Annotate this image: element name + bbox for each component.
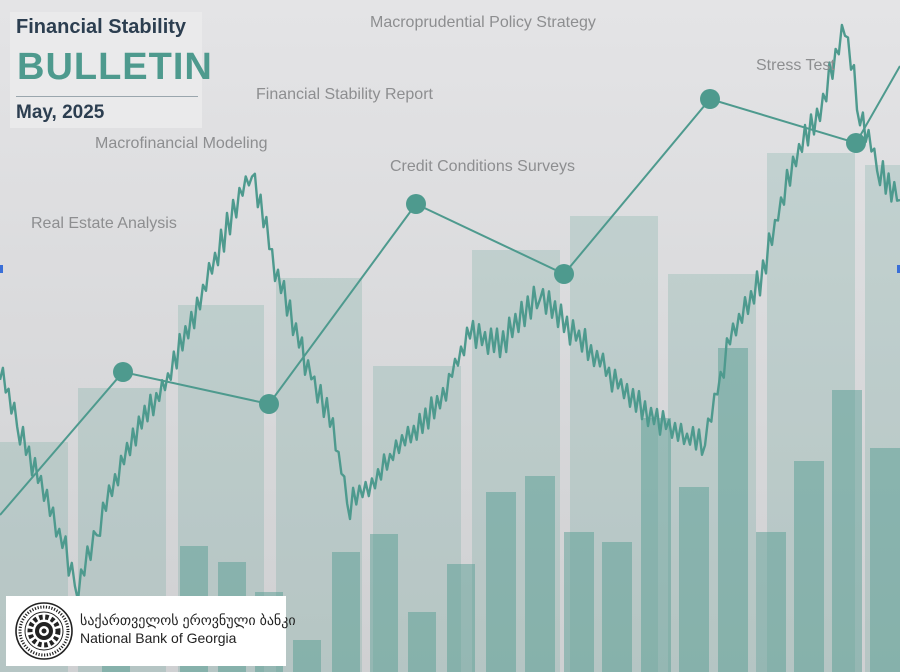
foreground-bar-10 — [525, 476, 555, 672]
foreground-bar-11 — [564, 532, 594, 672]
topic-macroprudential: Macroprudential Policy Strategy — [370, 14, 596, 31]
gear-seal-icon — [15, 602, 73, 660]
foreground-bar-5 — [332, 552, 360, 672]
background-bars — [0, 153, 900, 672]
foreground-bar-14 — [679, 487, 709, 672]
trend-line — [0, 65, 900, 516]
topic-real-estate: Real Estate Analysis — [31, 215, 177, 232]
background-bar-7 — [668, 274, 756, 672]
trend-node-5 — [846, 133, 866, 153]
foreground-bar-6 — [370, 534, 398, 672]
background-bar-4 — [373, 366, 461, 672]
publisher-name-georgian: საქართველოს ეროვნული ბანკი — [80, 612, 296, 628]
teal-wave-line — [0, 23, 900, 602]
foreground-bar-18 — [832, 390, 862, 672]
topic-stress-test: Stress Test — [756, 57, 835, 74]
publisher-name-english: National Bank of Georgia — [80, 630, 237, 646]
background-bar-9 — [865, 165, 900, 672]
foreground-bar-4 — [293, 640, 321, 672]
background-bar-6 — [570, 216, 658, 672]
foreground-bar-19 — [870, 448, 900, 672]
issue-date: May, 2025 — [16, 102, 105, 123]
title-block: Financial Stability BULLETIN May, 2025 — [10, 12, 212, 128]
foreground-bar-7 — [408, 612, 436, 672]
background-bar-3 — [276, 278, 362, 672]
title-divider — [16, 96, 198, 97]
trend-node-0 — [113, 362, 133, 382]
title-line-2: BULLETIN — [17, 46, 213, 88]
topic-credit-surveys: Credit Conditions Surveys — [390, 158, 575, 175]
trend-node-2 — [406, 194, 426, 214]
right-edge-marker — [897, 265, 900, 273]
topic-fs-report: Financial Stability Report — [256, 86, 433, 103]
background-bar-8 — [767, 153, 855, 672]
left-edge-marker — [0, 265, 3, 273]
trend-node-3 — [554, 264, 574, 284]
trend-nodes — [113, 89, 866, 414]
publisher-logo-block: საქართველოს ეროვნული ბანკი National Bank… — [6, 596, 296, 666]
topic-macrofinancial: Macrofinancial Modeling — [95, 135, 268, 152]
foreground-bar-13 — [641, 418, 671, 672]
trend-node-4 — [700, 89, 720, 109]
foreground-bar-17 — [794, 461, 824, 672]
foreground-bar-12 — [602, 542, 632, 672]
foreground-bar-8 — [447, 564, 475, 672]
foreground-bar-15 — [718, 348, 748, 672]
title-line-1: Financial Stability — [16, 16, 187, 38]
trend-node-1 — [259, 394, 279, 414]
foreground-bar-16 — [756, 532, 786, 672]
foreground-bar-9 — [486, 492, 516, 672]
